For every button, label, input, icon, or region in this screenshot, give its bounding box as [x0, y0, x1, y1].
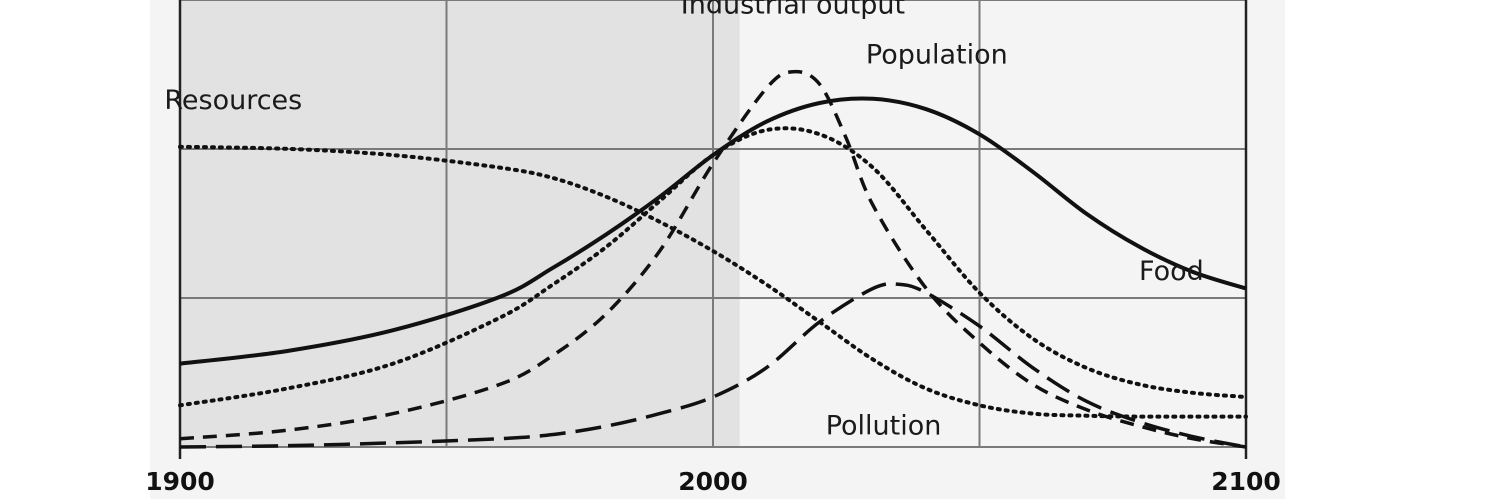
label-resources: Resources [164, 85, 302, 116]
series-line-industrial-output [179, 69, 1247, 449]
series-line-resources [178, 144, 1248, 419]
label-pollution: Pollution [826, 410, 942, 441]
x-axis-ticks: 1900 2000 2100 [145, 467, 1281, 496]
label-food: Food [1139, 256, 1204, 287]
historical-shaded-region [180, 0, 740, 447]
grid [178, 0, 1248, 459]
series-line-population [179, 96, 1247, 366]
x-tick-label-2000: 2000 [678, 467, 748, 496]
x-tick-label-2100: 2100 [1211, 467, 1281, 496]
series-line-pollution [179, 282, 1247, 449]
label-industrial-output: Industrial output [681, 0, 905, 20]
series-labels: Industrial output Population Resources Food… [164, 0, 1203, 441]
label-population: Population [866, 39, 1008, 70]
x-tick-label-1900: 1900 [145, 467, 215, 496]
series-line-food [178, 126, 1248, 408]
series-lines [178, 69, 1248, 449]
